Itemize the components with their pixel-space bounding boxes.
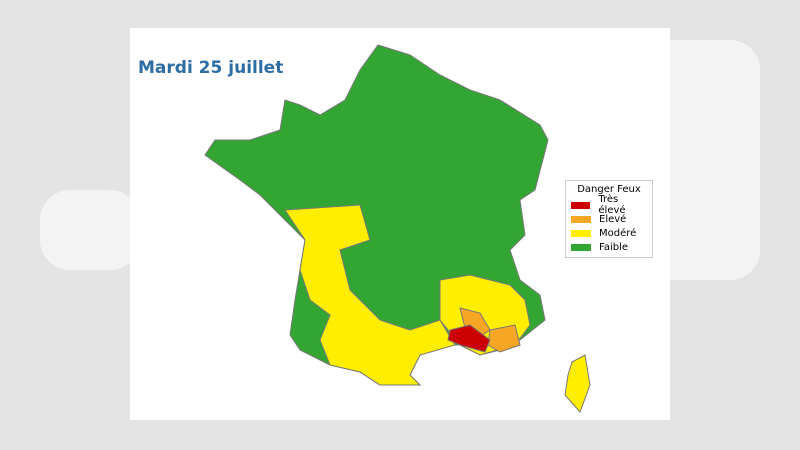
legend-label: Elevé xyxy=(599,213,627,225)
legend-item: Faible xyxy=(571,240,647,254)
legend-label: Modéré xyxy=(599,227,637,239)
legend-title: Danger Feux xyxy=(577,184,641,195)
background-shape xyxy=(40,190,140,270)
region-tres-eleve xyxy=(447,324,491,353)
legend-label: Faible xyxy=(599,241,629,253)
legend-label: Très élevé xyxy=(598,194,626,216)
region-modere-sw xyxy=(284,204,456,386)
legend-item: Modéré xyxy=(571,226,647,240)
legend-item: Elevé xyxy=(571,212,647,226)
region-eleve xyxy=(459,307,491,339)
region-corse xyxy=(564,354,591,413)
legend: Danger Feux Très élevé Elevé Modéré Faib… xyxy=(565,180,653,258)
legend-item: Très élevé xyxy=(571,194,647,216)
map-title: Mardi 25 juillet xyxy=(138,58,284,78)
region-eleve xyxy=(487,324,521,353)
